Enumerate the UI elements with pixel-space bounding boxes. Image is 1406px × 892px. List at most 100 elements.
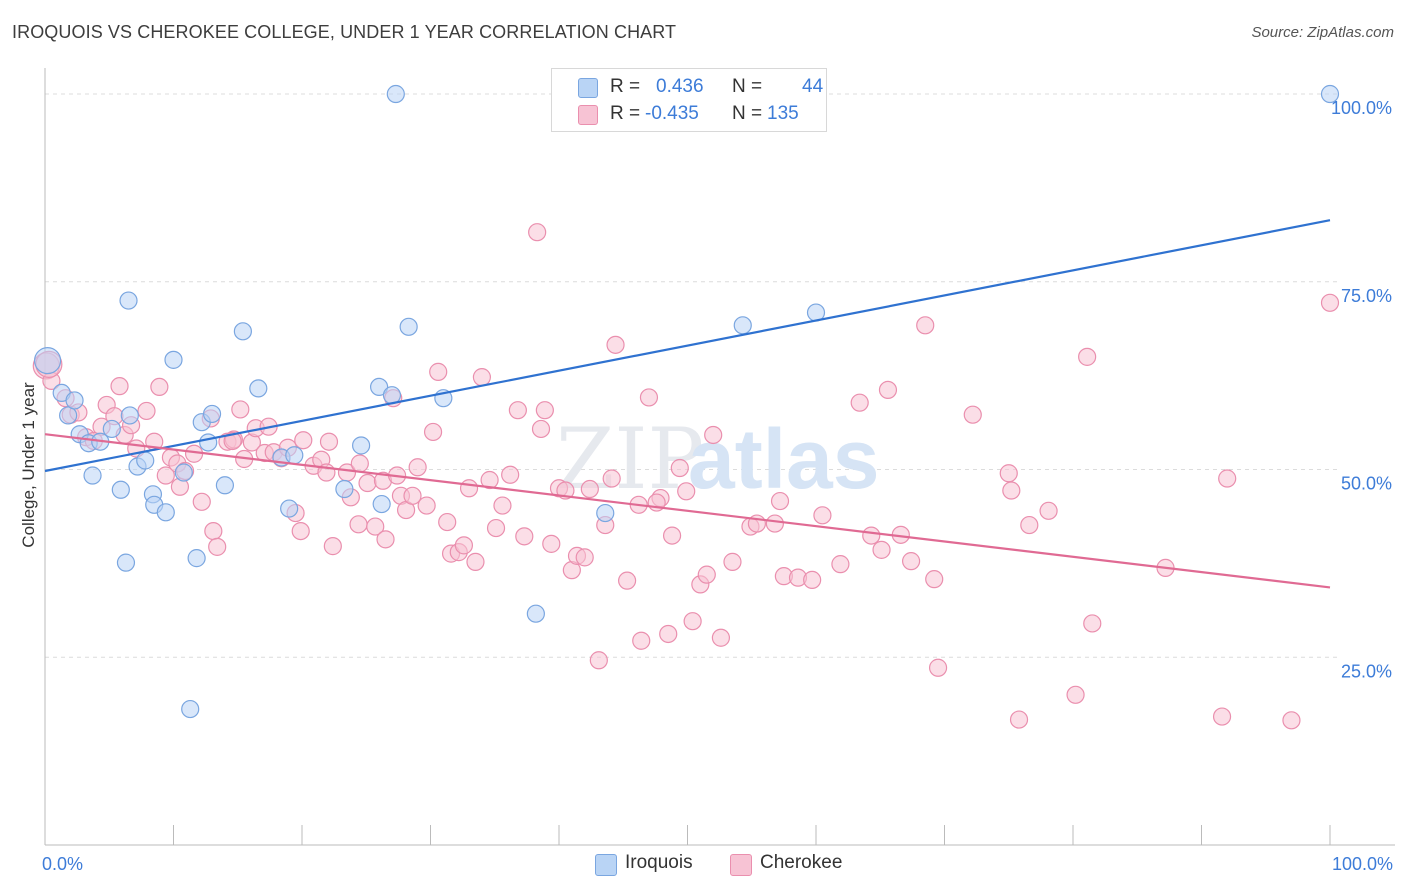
iroquois-point [399, 317, 418, 336]
cherokee-point [349, 515, 368, 534]
cherokee-point [602, 469, 621, 488]
iroquois-point [386, 84, 405, 104]
cherokee-point [928, 658, 948, 677]
cherokee-point [1039, 501, 1058, 520]
cherokee-point [480, 470, 499, 490]
legend-row-cherokee: R = -0.435 N = 135 [552, 101, 826, 127]
cherokee-point [291, 521, 310, 541]
iroquois-point [280, 499, 299, 518]
cherokee-point [813, 506, 832, 525]
y-tick-label-25: 25.0% [1341, 661, 1392, 681]
iroquois-point [156, 503, 175, 522]
cherokee-point [606, 335, 625, 354]
cherokee-point [765, 514, 784, 533]
cherokee-point [659, 624, 678, 644]
y-tick-label-75: 75.0% [1341, 286, 1392, 306]
cherokee-point [639, 388, 659, 407]
source-credit: Source: ZipAtlas.com [1251, 24, 1394, 41]
iroquois-r-value: 0.436 [656, 76, 704, 97]
cherokee-point [403, 486, 422, 505]
cherokee-point [1066, 685, 1085, 704]
iroquois-point [83, 466, 102, 485]
iroquois-point [370, 377, 389, 397]
tick-labels: 25.0% 50.0% 75.0% 100.0% 0.0% 100.0% [42, 98, 1393, 874]
cherokee-point [632, 631, 651, 650]
n-label: N = [732, 103, 763, 124]
iroquois-point [174, 463, 193, 482]
cherokee-point [137, 401, 156, 421]
iroquois-point [526, 604, 545, 623]
legend-row-iroquois: R = 0.436 N = 44 [552, 74, 826, 100]
cherokee-point [438, 512, 457, 532]
cherokee-point [670, 458, 689, 478]
cherokee-point [1002, 481, 1021, 500]
cherokee-point [677, 482, 696, 501]
watermark-atlas: atlas [688, 412, 879, 506]
cherokee-point [862, 526, 881, 545]
cherokee-point [528, 223, 547, 242]
iroquois-n-value: 44 [802, 76, 824, 97]
iroquois-point [352, 436, 371, 455]
cherokee-point [350, 454, 369, 473]
y-tick-label-100: 100.0% [1331, 98, 1392, 118]
iroquois-point [1320, 84, 1340, 104]
r-label: R = [610, 76, 641, 97]
cherokee-r-value: -0.435 [645, 103, 699, 124]
n-label: N = [732, 76, 763, 97]
cherokee-point [515, 527, 534, 546]
cherokee-point [723, 552, 742, 571]
cherokee-swatch [578, 105, 598, 125]
iroquois-swatch [578, 78, 598, 98]
iroquois-point [119, 291, 138, 310]
cherokee-point [204, 521, 223, 541]
iroquois-point [102, 419, 121, 439]
iroquois-point [120, 406, 139, 425]
cherokee-point [223, 431, 242, 451]
cherokee-point [704, 425, 723, 445]
iroquois-point [111, 480, 130, 499]
cherokee-point [711, 628, 731, 647]
iroquois-point [136, 451, 155, 470]
cherokee-point [417, 496, 436, 515]
cherokee-n-value: 135 [767, 103, 799, 124]
cherokee-point [589, 651, 608, 670]
cherokee-legend-swatch [730, 854, 752, 876]
iroquois-point [65, 391, 84, 410]
cherokee-point [872, 540, 891, 559]
cherokee-point [683, 612, 702, 631]
cherokee-point [901, 552, 921, 571]
stats-legend: R = 0.436 N = 44 R = -0.435 N = 135 [551, 68, 827, 132]
cherokee-point [618, 571, 637, 590]
y-tick-label-50: 50.0% [1341, 474, 1392, 494]
cherokee-point [662, 526, 682, 545]
watermark: ZIP atlas [556, 410, 879, 508]
cherokee-point [580, 479, 599, 499]
axes [44, 68, 1395, 846]
iroquois-point [187, 549, 206, 568]
cherokee-point [925, 570, 944, 589]
cherokee-point [542, 534, 561, 553]
iroquois-point [59, 406, 78, 425]
cherokee-point [1020, 515, 1039, 535]
iroquois-legend-swatch [595, 854, 617, 876]
iroquois-point [335, 479, 354, 499]
cherokee-point [999, 464, 1018, 483]
cherokee-point [575, 548, 594, 567]
cherokee-point [1083, 614, 1102, 633]
cherokee-point [501, 465, 520, 484]
cherokee-point [150, 377, 169, 397]
cherokee-point [1009, 710, 1029, 729]
cherokee-point [323, 537, 342, 556]
cherokee-point [408, 458, 427, 477]
cherokee-point [466, 552, 485, 571]
cherokee-legend-label: Cherokee [760, 852, 843, 873]
cherokee-point [319, 432, 339, 451]
cherokee-point [1320, 293, 1340, 312]
iroquois-point [215, 476, 234, 495]
cherokee-point [831, 555, 850, 574]
iroquois-point [249, 379, 268, 398]
cherokee-point [472, 368, 491, 387]
cherokee-point [963, 405, 982, 424]
cherokee-point [493, 496, 512, 515]
